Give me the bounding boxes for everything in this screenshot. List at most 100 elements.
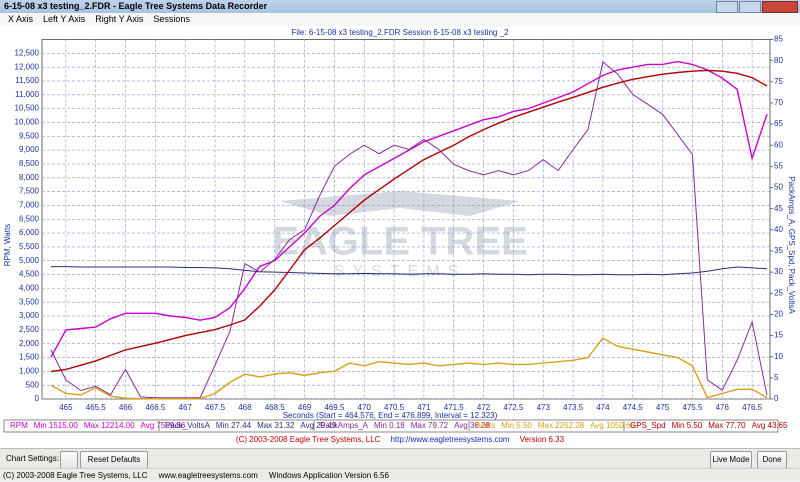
x-tick-label: 474.5 [623, 403, 644, 412]
legend-entry: Watts Min 5.50 Max 2252.28 Avg 1050.66 [475, 421, 635, 430]
series-line [50, 337, 768, 400]
close-button[interactable] [762, 1, 798, 13]
menu-item[interactable]: Right Y Axis [95, 14, 144, 24]
legend-name: GPS_Spd [630, 421, 666, 430]
legend-stat: Avg 1050.66 [590, 421, 635, 430]
menu-item[interactable]: Left Y Axis [43, 14, 86, 24]
y2-tick-label: 75 [774, 77, 783, 86]
y-tick-label: 4,500 [19, 270, 40, 279]
done-button[interactable]: Done [757, 451, 787, 469]
y2-tick-label: 80 [774, 56, 783, 65]
y2-tick-label: 5 [774, 373, 779, 382]
x-tick-label: 472.5 [503, 403, 524, 412]
y-tick-label: 7,500 [19, 187, 40, 196]
chart-settings-label: Chart Settings: [6, 454, 59, 463]
legend-stat: Avg 36.28 [454, 421, 490, 430]
y2-tick-label: 65 [774, 119, 783, 128]
y-axis-label: RPM, Watts [3, 224, 12, 266]
x-tick-label: 468 [238, 403, 252, 412]
maximize-button[interactable] [739, 1, 761, 13]
y-tick-label: 3,000 [19, 311, 40, 320]
y-tick-label: 0 [35, 394, 40, 403]
chart: File: 6-15-08 x3 testing_2.FDR Session 6… [0, 26, 800, 448]
title-bar: 6-15-08 x3 testing_2.FDR - Eagle Tree Sy… [0, 0, 800, 13]
y-tick-label: 8,000 [19, 173, 40, 182]
legend-entry: Pack_VoltsA Min 27.44 Max 31.32 Avg 29.49 [165, 421, 337, 430]
legend-stat: Min 1515.00 [34, 421, 79, 430]
legend-stat: Min 0.18 [374, 421, 405, 430]
x-tick-label: 467.5 [205, 403, 226, 412]
x-tick-label: 469 [298, 403, 312, 412]
y-tick-label: 9,500 [19, 131, 40, 140]
y-tick-label: 6,000 [19, 228, 40, 237]
y2-axis-label: PackAmps_A, GPS_Spd, Pack_VoltsA [787, 176, 796, 314]
version: Version 6.33 [520, 435, 565, 444]
legend-entry: PackAmps_A Min 0.18 Max 79.72 Avg 36.28 [320, 421, 491, 430]
series-line [50, 60, 768, 358]
legend-entry: GPS_Spd Min 5.50 Max 77.70 Avg 43.65 [630, 421, 788, 430]
y2-tick-label: 50 [774, 183, 783, 192]
y2-tick-label: 10 [774, 352, 783, 361]
legend-entry: RPM Min 1515.00 Max 12214.00 Avg 7559.86 [10, 421, 186, 430]
legend-stat: Max 12214.00 [84, 421, 135, 430]
x-tick-label: 465 [59, 403, 73, 412]
legend-stat: Avg 43.65 [752, 421, 788, 430]
y-tick-label: 3,500 [19, 297, 40, 306]
copyright: (C) 2003-2008 Eagle Tree Systems, LLC [236, 435, 381, 444]
series-line [51, 266, 768, 276]
x-tick-label: 474 [596, 403, 610, 412]
status-bar: (C) 2003-2008 Eagle Tree Systems, LLC ww… [0, 468, 800, 481]
y2-tick-label: 85 [774, 35, 783, 44]
y-tick-label: 10,500 [15, 104, 40, 113]
y-tick-label: 12,500 [15, 48, 40, 57]
y2-tick-label: 40 [774, 225, 783, 234]
legend-stat: Avg 29.49 [300, 421, 336, 430]
x-tick-label: 475.5 [682, 403, 703, 412]
x-tick-label: 465.5 [86, 403, 107, 412]
legend-stat: Max 2252.28 [538, 421, 585, 430]
menu-bar: X Axis Left Y Axis Right Y Axis Sessions [0, 13, 800, 26]
y2-tick-label: 15 [774, 331, 783, 340]
reset-defaults-button[interactable]: Reset Defaults [80, 451, 148, 469]
legend-stat: Max 31.32 [257, 421, 295, 430]
chart-title: File: 6-15-08 x3 testing_2.FDR Session 6… [291, 28, 509, 37]
y2-tick-label: 60 [774, 140, 783, 149]
x-tick-label: 473 [537, 403, 551, 412]
x-tick-label: 476.5 [742, 403, 763, 412]
y-tick-label: 2,000 [19, 339, 40, 348]
y-tick-label: 1,500 [19, 353, 40, 362]
legend-stat: Min 5.50 [672, 421, 703, 430]
y-tick-label: 9,000 [19, 145, 40, 154]
legend: RPM Min 1515.00 Max 12214.00 Avg 7559.86Pac… [10, 421, 788, 431]
minimize-button[interactable] [716, 1, 738, 13]
y2-tick-label: 35 [774, 246, 783, 255]
series-line [50, 69, 768, 373]
legend-name: PackAmps_A [320, 421, 369, 430]
watermark-text: SYSTEMS [334, 263, 466, 280]
x-tick-label: 469.5 [324, 403, 345, 412]
legend-name: Pack_VoltsA [165, 421, 211, 430]
y2-tick-label: 0 [774, 394, 779, 403]
chart-background [0, 26, 800, 448]
legend-stat: Avg 7559.86 [141, 421, 186, 430]
legend-name: Watts [475, 421, 495, 430]
menu-item[interactable]: Sessions [153, 14, 190, 24]
chart-settings-button[interactable] [60, 451, 78, 469]
x-tick-label: 471 [417, 403, 431, 412]
y-tick-label: 5,000 [19, 256, 40, 265]
toolbar: Chart Settings: Reset Defaults Live Mode… [0, 448, 800, 469]
copyright-line: (C) 2003-2008 Eagle Tree Systems, LLC htt… [236, 435, 565, 444]
y-tick-label: 8,500 [19, 159, 40, 168]
series-line [50, 60, 768, 399]
y-tick-label: 12,000 [15, 62, 40, 71]
legend-stat: Max 79.72 [411, 421, 449, 430]
y2-tick-label: 20 [774, 310, 783, 319]
menu-item[interactable]: X Axis [8, 14, 34, 24]
x-tick-label: 471.5 [444, 403, 465, 412]
x-axis-label: Seconds (Start = 464.576, End = 476.899,… [283, 411, 498, 420]
x-tick-label: 467 [179, 403, 193, 412]
y-tick-label: 10,000 [15, 118, 40, 127]
x-tick-label: 472 [477, 403, 491, 412]
live-mode-button[interactable]: Live Mode [710, 451, 752, 469]
